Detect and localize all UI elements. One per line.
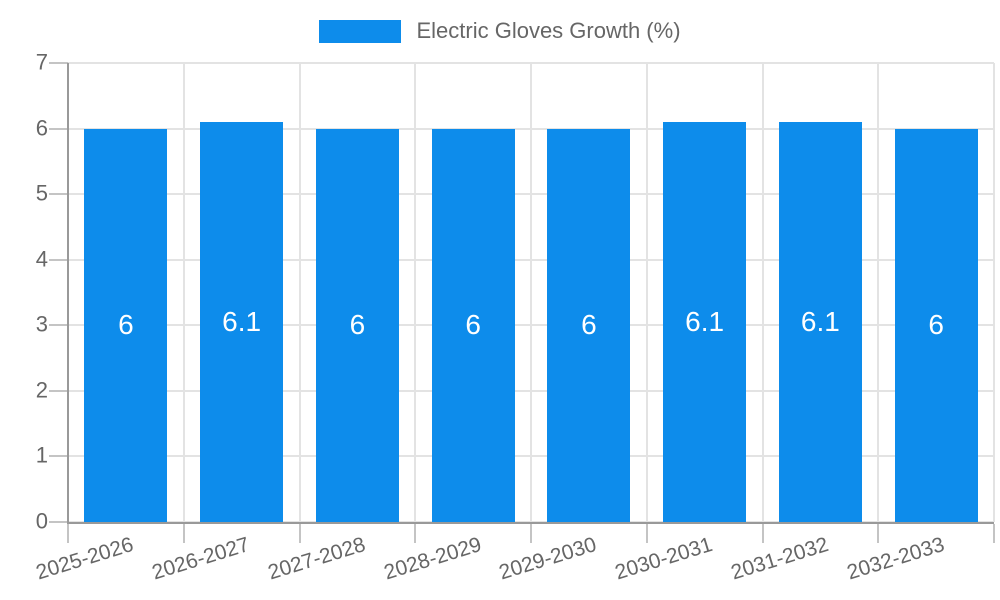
legend[interactable]: Electric Gloves Growth (%)	[0, 18, 1000, 44]
y-tick	[49, 258, 68, 261]
legend-label: Electric Gloves Growth (%)	[416, 18, 681, 43]
x-gridline	[993, 63, 995, 522]
bar-value-label: 6	[928, 309, 944, 341]
bar	[431, 128, 515, 522]
y-tick	[49, 193, 68, 196]
y-tick-label: 0	[35, 508, 48, 534]
bar	[547, 128, 631, 522]
y-tick	[49, 62, 68, 64]
y-tick	[49, 389, 68, 392]
x-category-label: 2028-2029	[381, 533, 484, 585]
x-category-label: 2032-2033	[844, 533, 947, 585]
y-tick-label: 1	[35, 442, 48, 468]
bar	[663, 122, 747, 522]
x-tick	[761, 524, 764, 543]
x-tick	[877, 524, 880, 543]
y-tick	[49, 455, 68, 458]
bar-value-label: 6.1	[222, 306, 262, 337]
bar-value-label: 6.1	[800, 306, 840, 337]
x-tick	[414, 524, 417, 543]
x-gridline	[761, 63, 764, 522]
x-gridline	[414, 63, 417, 522]
y-tick-label: 4	[35, 246, 48, 272]
bar-value-label: 6	[581, 309, 597, 341]
legend-swatch	[319, 19, 402, 43]
y-tick	[49, 521, 68, 523]
bar	[778, 122, 862, 522]
x-tick	[530, 524, 532, 543]
x-gridline	[298, 63, 301, 522]
bar	[315, 128, 399, 522]
x-tick	[298, 524, 301, 543]
y-tick	[49, 127, 68, 130]
x-category-label: 2031-2032	[728, 533, 832, 585]
bar-value-label: 6.1	[685, 306, 725, 337]
x-category-label: 2030-2031	[612, 533, 716, 585]
x-category-label: 2029-2030	[496, 533, 600, 585]
y-axis-line	[67, 63, 69, 524]
bar-value-label: 6	[118, 309, 134, 341]
y-tick-label: 7	[35, 49, 48, 75]
y-tick	[49, 324, 68, 327]
bar	[84, 128, 168, 522]
y-tick-label: 6	[35, 115, 48, 141]
bar-value-label: 6	[465, 309, 481, 341]
y-tick-label: 3	[35, 311, 48, 337]
x-gridline	[182, 63, 185, 522]
x-tick	[182, 524, 185, 543]
y-tick-label: 5	[35, 180, 48, 206]
x-axis-line	[68, 522, 994, 524]
x-category-label: 2027-2028	[265, 533, 369, 585]
x-category-label: 2025-2026	[33, 533, 137, 585]
bar	[200, 122, 284, 522]
x-gridline	[877, 63, 880, 522]
x-tick	[645, 524, 648, 543]
x-tick	[993, 524, 995, 543]
x-tick	[67, 524, 69, 543]
x-gridline	[530, 63, 532, 522]
bar-value-label: 6	[349, 309, 366, 341]
y-tick-label: 2	[35, 377, 48, 403]
bar	[894, 128, 978, 522]
x-gridline	[645, 63, 648, 522]
x-category-label: 2026-2027	[149, 533, 253, 585]
